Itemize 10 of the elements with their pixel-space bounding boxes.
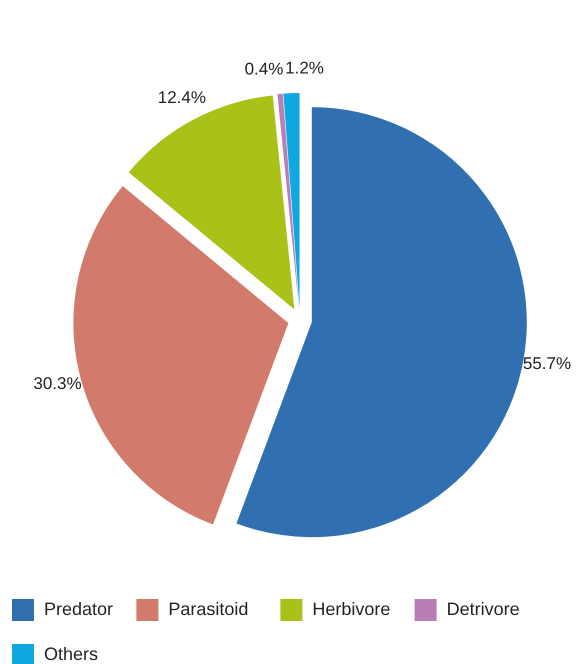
legend-label: Predator <box>44 598 114 619</box>
legend-label: Herbivore <box>312 598 390 619</box>
legend-label: Parasitoid <box>168 598 248 619</box>
data-label: 55.7% <box>522 354 572 374</box>
legend-label: Others <box>44 644 98 664</box>
legend-label: Detrivore <box>446 598 520 619</box>
data-label: 0.4% <box>244 59 284 78</box>
data-label: 12.4% <box>158 88 206 108</box>
data-label: 1.2% <box>285 58 324 78</box>
data-label: 30.3% <box>33 374 82 394</box>
